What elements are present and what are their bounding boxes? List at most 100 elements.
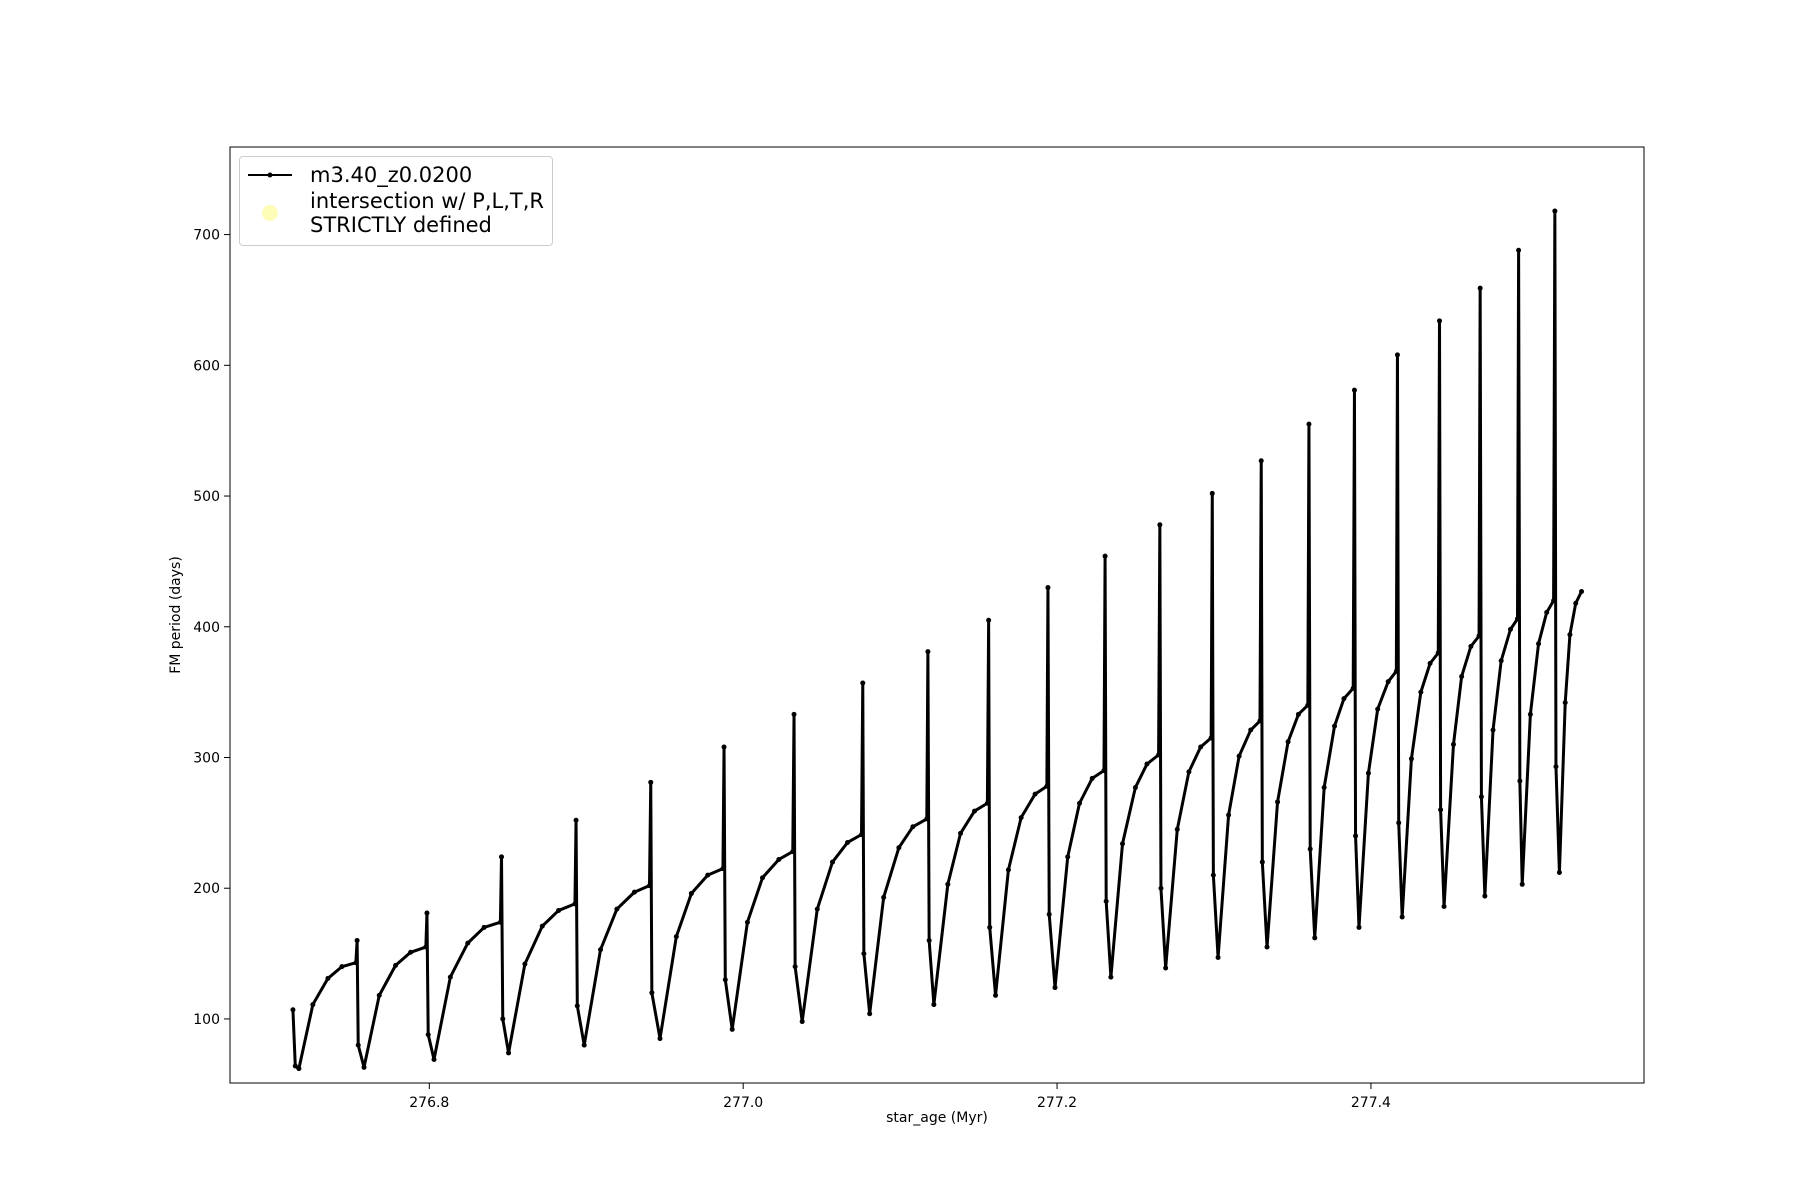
data-point bbox=[1032, 791, 1038, 797]
data-point bbox=[649, 990, 655, 996]
data-point bbox=[1044, 783, 1050, 789]
data-point bbox=[1396, 820, 1402, 826]
data-point bbox=[1157, 522, 1163, 528]
data-point bbox=[408, 949, 414, 955]
data-point bbox=[361, 1064, 367, 1070]
legend: m3.40_z0.0200 intersection w/ P,L,T,R STR… bbox=[239, 156, 553, 246]
data-point bbox=[1186, 769, 1192, 775]
data-point bbox=[859, 832, 865, 838]
data-point bbox=[1498, 658, 1504, 664]
data-point bbox=[1544, 609, 1550, 615]
data-point bbox=[1394, 352, 1400, 358]
data-point bbox=[1536, 641, 1542, 647]
data-point bbox=[1356, 924, 1362, 930]
data-point bbox=[646, 883, 652, 889]
legend-key bbox=[248, 172, 292, 178]
data-point bbox=[1108, 974, 1114, 980]
data-point bbox=[506, 1050, 512, 1056]
data-point bbox=[431, 1056, 437, 1062]
data-point bbox=[791, 711, 797, 717]
data-point bbox=[1295, 711, 1301, 717]
y-tick-label: 700 bbox=[193, 228, 220, 244]
data-point bbox=[325, 975, 331, 981]
data-point bbox=[814, 906, 820, 912]
data-point bbox=[1332, 723, 1338, 729]
data-point bbox=[1248, 727, 1254, 733]
data-point bbox=[744, 919, 750, 925]
data-point bbox=[423, 944, 429, 950]
x-axis-label: star_age (Myr) bbox=[886, 1110, 988, 1126]
data-point bbox=[931, 1002, 937, 1008]
data-point bbox=[945, 881, 951, 887]
data-point bbox=[688, 890, 694, 896]
x-tick-label: 277.4 bbox=[1351, 1095, 1391, 1111]
data-point bbox=[1375, 706, 1381, 712]
data-point bbox=[648, 779, 654, 785]
data-point bbox=[1435, 650, 1441, 656]
data-point bbox=[574, 1003, 580, 1009]
x-tick-label: 276.8 bbox=[409, 1095, 449, 1111]
data-point bbox=[1236, 753, 1242, 759]
legend-marker bbox=[267, 172, 273, 178]
data-point bbox=[1476, 633, 1482, 639]
data-point bbox=[1163, 965, 1169, 971]
data-point bbox=[572, 901, 578, 907]
data-point bbox=[447, 974, 453, 980]
data-point bbox=[376, 992, 382, 998]
data-point bbox=[1285, 739, 1291, 745]
legend-marker bbox=[262, 205, 278, 221]
data-point bbox=[910, 824, 916, 830]
data-point bbox=[1556, 870, 1562, 876]
y-tick-label: 600 bbox=[193, 358, 220, 374]
data-point bbox=[598, 947, 604, 953]
data-point bbox=[1459, 673, 1465, 679]
data-point bbox=[1579, 588, 1585, 594]
data-point bbox=[292, 1063, 298, 1069]
data-point bbox=[581, 1042, 587, 1048]
data-point bbox=[790, 849, 796, 855]
y-axis-label: FM period (days) bbox=[168, 556, 184, 674]
data-point bbox=[1215, 955, 1221, 961]
data-point bbox=[896, 845, 902, 851]
data-point bbox=[497, 919, 503, 925]
data-point bbox=[1101, 768, 1107, 774]
data-point bbox=[1573, 600, 1579, 606]
data-point bbox=[1174, 826, 1180, 832]
series-line bbox=[291, 209, 1583, 1071]
data-point bbox=[1351, 387, 1357, 393]
x-tick-label: 277.2 bbox=[1037, 1095, 1077, 1111]
data-point bbox=[1305, 702, 1311, 708]
data-point bbox=[1257, 718, 1263, 724]
data-point bbox=[1567, 632, 1573, 638]
data-point bbox=[424, 910, 430, 916]
data-point bbox=[1045, 585, 1051, 591]
data-point bbox=[1312, 935, 1318, 941]
y-tick-label: 200 bbox=[193, 881, 220, 897]
data-point bbox=[721, 744, 727, 750]
data-point bbox=[1321, 785, 1327, 791]
data-point bbox=[993, 992, 999, 998]
data-point bbox=[556, 907, 562, 913]
data-point bbox=[1208, 735, 1214, 741]
data-point bbox=[1507, 626, 1513, 632]
data-point bbox=[1307, 846, 1313, 852]
data-point bbox=[792, 964, 798, 970]
data-point bbox=[860, 680, 866, 686]
data-point bbox=[1516, 247, 1522, 253]
data-point bbox=[924, 816, 930, 822]
data-point bbox=[776, 856, 782, 862]
y-tick-label: 500 bbox=[193, 489, 220, 505]
y-tick-label: 400 bbox=[193, 620, 220, 636]
data-point bbox=[339, 964, 345, 970]
data-point bbox=[614, 906, 620, 912]
data-point bbox=[1089, 775, 1095, 781]
data-point bbox=[1553, 764, 1559, 770]
data-point bbox=[393, 962, 399, 968]
data-point bbox=[353, 960, 359, 966]
data-point bbox=[355, 1042, 361, 1048]
data-point bbox=[425, 1032, 431, 1038]
data-point bbox=[481, 924, 487, 930]
data-point bbox=[1132, 785, 1138, 791]
legend-entry: intersection w/ P,L,T,R STRICTLY defined bbox=[246, 189, 544, 237]
